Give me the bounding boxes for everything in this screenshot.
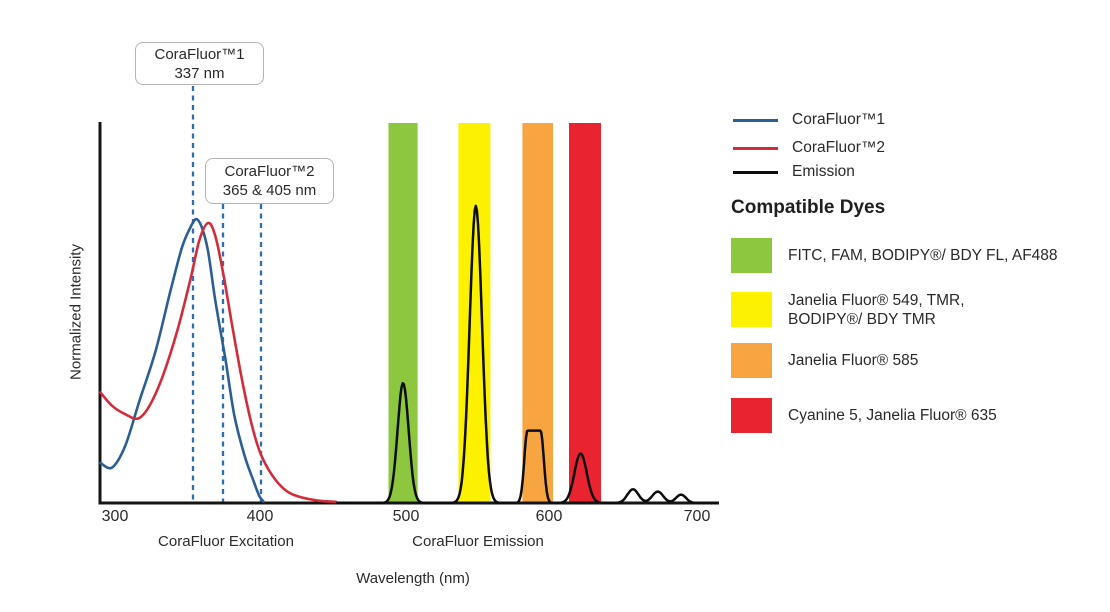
callout-corafluor2-value: 365 & 405 nm [222, 182, 317, 199]
legend-label-corafluor2: CoraFluor™2 [792, 139, 886, 156]
green-filter-swatch [731, 238, 772, 273]
spectra-plot [98, 86, 719, 505]
dye-label-yellow: Janelia Fluor® 549, TMR, BODIPY®/ BDY TM… [788, 291, 965, 328]
x-tick-600: 600 [535, 508, 563, 525]
excitation-curve-1 [99, 217, 265, 503]
corafluor1-line-swatch [733, 118, 778, 122]
x-tick-400: 400 [246, 508, 274, 525]
legend-label-corafluor1: CoraFluor™1 [792, 111, 886, 128]
filter-band-2 [522, 123, 553, 503]
callout-corafluor1-value: 337 nm [174, 64, 225, 82]
x-tick-300: 300 [101, 508, 129, 525]
legend-label-emission: Emission [792, 163, 855, 180]
dye-row-green: FITC, FAM, BODIPY®/ BDY FL, AF488 [731, 238, 1058, 273]
filter-band-3 [569, 123, 601, 503]
excitation-curve-2 [99, 221, 338, 504]
x-axis-label: Wavelength (nm) [356, 570, 470, 587]
orange-filter-swatch [731, 343, 772, 378]
emission-curve [336, 204, 718, 505]
dye-label-green: FITC, FAM, BODIPY®/ BDY FL, AF488 [788, 247, 1058, 264]
callout-corafluor1: CoraFluor™1 337 nm [135, 42, 264, 85]
callout-corafluor2-title: CoraFluor™2 [224, 163, 315, 180]
emission-line-swatch [733, 170, 778, 174]
callout-corafluor1-title: CoraFluor™1 [154, 45, 245, 63]
dye-row-yellow: Janelia Fluor® 549, TMR, BODIPY®/ BDY TM… [731, 291, 993, 328]
compatible-dyes-title: Compatible Dyes [731, 197, 886, 218]
red-filter-swatch [731, 398, 772, 433]
emission-caption: CoraFluor Emission [412, 533, 544, 550]
dye-label-orange: Janelia Fluor® 585 [788, 352, 919, 369]
legend-item-emission: Emission [733, 163, 855, 180]
corafluor2-line-swatch [733, 146, 778, 150]
y-axis-label: Normalized Intensity [67, 244, 85, 380]
filter-band-0 [388, 123, 418, 503]
callout-corafluor2: CoraFluor™2 365 & 405 nm [205, 158, 334, 204]
filter-band-1 [458, 123, 491, 503]
dye-row-orange: Janelia Fluor® 585 [731, 343, 918, 378]
x-tick-700: 700 [683, 508, 711, 525]
yellow-filter-swatch [731, 292, 772, 327]
x-tick-500: 500 [392, 508, 420, 525]
dye-label-red: Cyanine 5, Janelia Fluor® 635 [788, 407, 997, 424]
dye-row-red: Cyanine 5, Janelia Fluor® 635 [731, 398, 997, 433]
excitation-caption: CoraFluor Excitation [158, 533, 294, 550]
legend-item-corafluor2: CoraFluor™2 [733, 139, 886, 156]
legend-item-corafluor1: CoraFluor™1 [733, 111, 886, 128]
